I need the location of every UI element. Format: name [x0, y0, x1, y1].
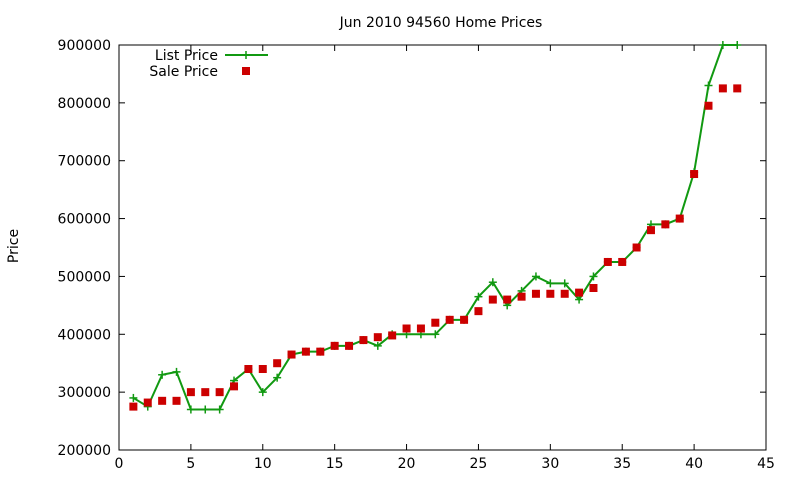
data-point: [589, 272, 598, 281]
data-point: [531, 289, 540, 298]
data-point: [287, 350, 296, 359]
x-tick-label: 10: [254, 456, 272, 472]
series-2: [129, 84, 742, 411]
y-tick-label: 700000: [58, 154, 111, 170]
y-ticks: 200000 300000 400000 500000 600000 700000 8000…: [58, 38, 766, 459]
chart-title: Jun 2010 94560 Home Prices: [339, 15, 543, 31]
data-point: [172, 367, 181, 376]
data-point: [244, 365, 253, 373]
x-tick-label: 5: [186, 456, 195, 472]
data-point: [503, 295, 512, 304]
data-point: [215, 388, 224, 397]
data-point: [258, 388, 267, 397]
x-tick-label: 40: [685, 456, 703, 472]
data-point: [373, 341, 382, 350]
data-point: [330, 341, 339, 350]
y-tick-label: 600000: [58, 212, 111, 228]
data-point: [632, 243, 641, 252]
x-tick-label: 45: [757, 456, 775, 472]
data-point: [129, 402, 138, 411]
plot-frame: [118, 44, 767, 451]
x-tick-label: 20: [398, 456, 416, 472]
data-point: [488, 295, 497, 304]
y-tick-label: 300000: [58, 385, 111, 401]
data-point: [704, 101, 713, 110]
series-layer: [129, 41, 742, 414]
data-point: [129, 393, 138, 402]
data-point: [186, 405, 195, 414]
data-point: [733, 84, 742, 93]
data-point: [201, 388, 210, 397]
data-point: [618, 257, 627, 266]
data-point: [316, 347, 325, 356]
data-point: [301, 347, 310, 356]
data-point: [388, 331, 397, 340]
y-tick-label: 500000: [58, 269, 111, 285]
data-point: [488, 278, 497, 287]
data-point: [733, 41, 742, 49]
data-point: [172, 396, 181, 405]
legend-label: List Price: [155, 48, 218, 64]
data-point: [603, 257, 612, 266]
data-point: [718, 41, 727, 49]
data-point: [445, 315, 454, 324]
legend-marker: [242, 67, 250, 75]
data-point: [416, 324, 425, 333]
data-point: [258, 365, 267, 373]
data-point: [143, 398, 152, 407]
data-point: [531, 272, 540, 281]
data-point: [546, 289, 555, 298]
legend-label: Sale Price: [149, 64, 218, 80]
data-point: [675, 214, 684, 223]
y-tick-label: 200000: [58, 443, 111, 459]
data-point: [460, 315, 469, 324]
data-point: [201, 405, 210, 414]
x-tick-label: 0: [115, 456, 124, 472]
data-point: [273, 359, 282, 368]
series-line: [132, 44, 738, 411]
legend-marker: [242, 51, 250, 59]
data-point: [373, 333, 382, 342]
x-tick-label: 15: [326, 456, 344, 472]
x-tick-label: 30: [541, 456, 559, 472]
data-point: [704, 81, 713, 90]
data-point: [431, 318, 440, 327]
data-point: [474, 292, 483, 301]
data-point: [560, 289, 569, 298]
data-point: [517, 292, 526, 301]
x-ticks: 0 5 10 15 20 25 30 35 40 45: [115, 45, 775, 472]
data-point: [345, 341, 354, 350]
data-point: [431, 330, 440, 339]
data-point: [158, 396, 167, 405]
y-tick-label: 800000: [58, 96, 111, 112]
data-point: [474, 307, 483, 316]
x-tick-label: 35: [613, 456, 631, 472]
data-point: [273, 373, 282, 382]
data-point: [690, 170, 699, 179]
x-tick-label: 25: [470, 456, 488, 472]
data-point: [575, 288, 584, 297]
data-point: [575, 295, 584, 304]
data-point: [158, 370, 167, 379]
data-point: [546, 279, 555, 288]
data-point: [230, 382, 239, 391]
data-point: [402, 324, 411, 333]
y-tick-label: 900000: [58, 38, 111, 54]
data-point: [589, 284, 598, 292]
data-point: [718, 84, 727, 93]
data-point: [560, 279, 569, 288]
data-point: [646, 226, 655, 235]
y-axis-label: Price: [6, 229, 22, 263]
y-tick-label: 400000: [58, 327, 111, 343]
data-point: [186, 388, 195, 397]
data-point: [661, 220, 670, 229]
data-point: [215, 405, 224, 414]
data-point: [359, 336, 368, 345]
